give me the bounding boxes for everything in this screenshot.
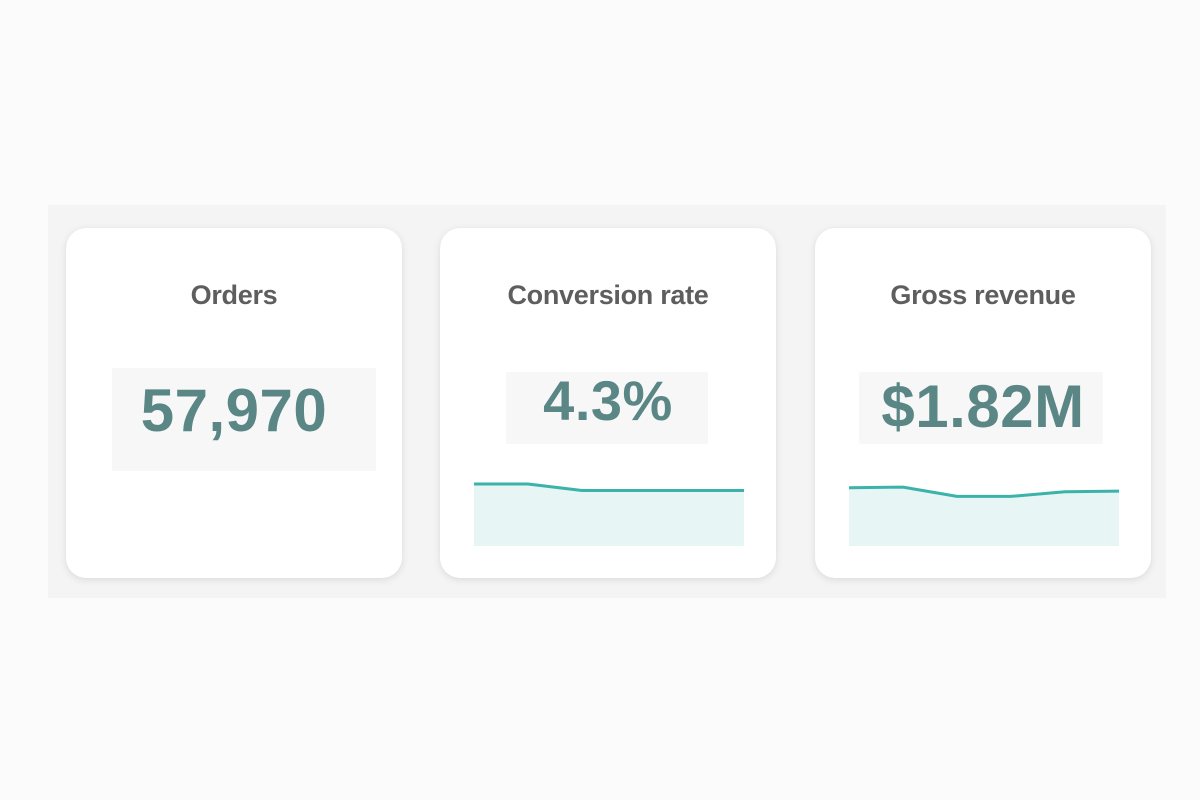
orders-value: 57,970 <box>140 377 328 444</box>
conversion-rate-title: Conversion rate <box>507 280 709 310</box>
gross-revenue-sparkline <box>848 485 1120 546</box>
sparkline-line <box>474 482 744 492</box>
gross-revenue-value-highlight <box>859 372 1103 444</box>
orders-value-highlight <box>112 368 376 471</box>
sparkline-area <box>849 487 1119 546</box>
conversion-rate-value-highlight <box>506 372 708 444</box>
sparkline-line <box>848 485 1120 498</box>
conversion-rate-card[interactable]: Conversion rate 4.3% <box>440 228 776 578</box>
orders-card[interactable]: Orders 57,970 <box>66 228 402 578</box>
gross-revenue-value: $1.82M <box>881 373 1085 440</box>
orders-title: Orders <box>190 280 278 310</box>
conversion-rate-value: 4.3% <box>543 369 673 432</box>
sparkline-area <box>474 484 744 546</box>
gross-revenue-card[interactable]: Gross revenue $1.82M <box>815 228 1151 578</box>
gross-revenue-title: Gross revenue <box>890 280 1076 310</box>
conversion-rate-sparkline <box>474 482 744 546</box>
